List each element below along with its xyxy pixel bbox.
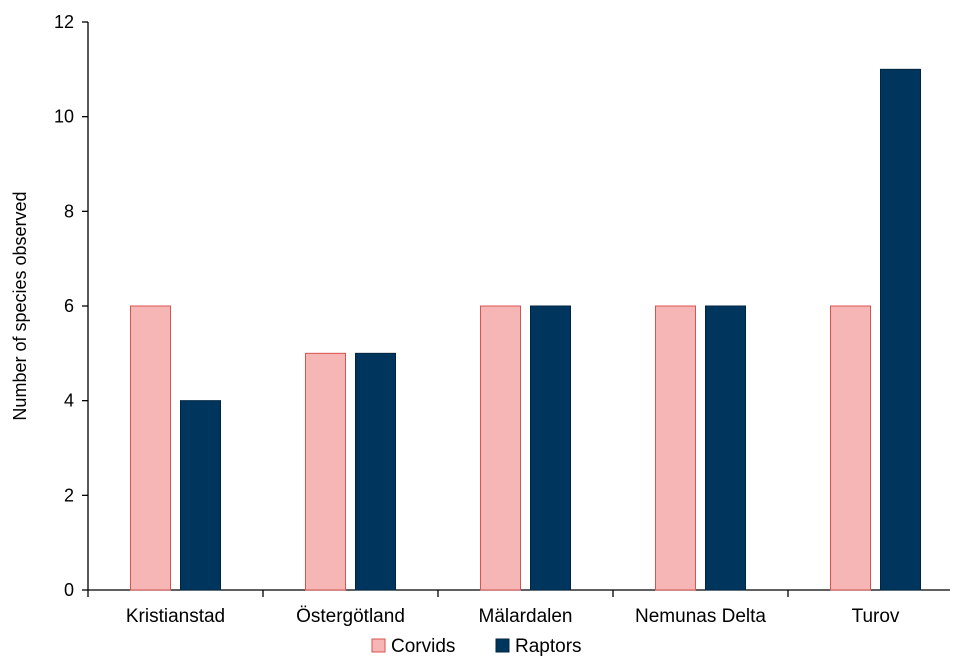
bar-raptors-5 (880, 68, 921, 591)
x-tick-label: Östergötland (296, 606, 405, 627)
y-tick-label: 8 (64, 201, 74, 221)
bar-corvids-1 (130, 305, 171, 591)
legend-swatch-corvids (371, 638, 386, 653)
y-tick-label: 2 (64, 485, 74, 505)
legend-swatch-raptors (495, 638, 510, 653)
x-tick-label: Kristianstad (126, 606, 225, 627)
legend-label-raptors: Raptors (515, 636, 582, 657)
x-tick-label: Nemunas Delta (635, 606, 766, 627)
bar-corvids-5 (830, 305, 871, 591)
bar-raptors-4 (705, 305, 746, 591)
bar-corvids-3 (480, 305, 521, 591)
bar-raptors-3 (530, 305, 571, 591)
y-tick-label: 10 (54, 107, 74, 127)
y-tick-label: 12 (54, 12, 74, 32)
y-axis-title: Number of species observed (10, 191, 30, 420)
bars (130, 68, 921, 591)
x-tick-label: Turov (852, 606, 900, 627)
y-tick-label: 6 (64, 296, 74, 316)
legend-label-corvids: Corvids (391, 636, 455, 657)
bar-corvids-2 (305, 352, 346, 591)
y-axis: 0 2 4 6 8 10 12 (54, 12, 89, 600)
y-tick-label: 0 (64, 580, 74, 600)
bar-corvids-4 (655, 305, 696, 591)
x-tick-label: Mälardalen (479, 606, 573, 627)
y-tick-label: 4 (64, 391, 74, 411)
bar-raptors-2 (355, 352, 396, 591)
x-axis: Kristianstad Östergötland Mälardalen Nemuna… (87, 589, 950, 627)
bar-raptors-1 (180, 400, 221, 591)
legend: Corvids Raptors (371, 636, 582, 657)
